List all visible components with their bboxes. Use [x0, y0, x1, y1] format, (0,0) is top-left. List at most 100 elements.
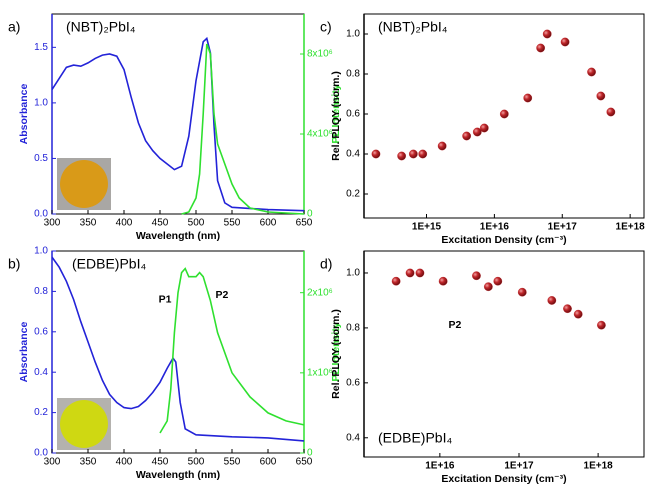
x-tick-label: 400	[116, 218, 133, 229]
x-axis-label: Wavelength (nm)	[136, 230, 220, 242]
data-line	[51, 36, 305, 212]
x-tick-label: 300	[44, 457, 61, 468]
y-tick-label: 0.0	[34, 448, 48, 459]
x-tick-label: 450	[152, 218, 169, 229]
y-tick-label: 0.4	[346, 149, 360, 160]
data-point	[483, 282, 493, 292]
x-tick-label: 600	[260, 457, 277, 468]
x-axis-label: Wavelength (nm)	[136, 469, 220, 481]
data-point	[517, 287, 527, 297]
data-point	[536, 43, 545, 53]
panel-title: (NBT)₂PbI₄	[66, 19, 136, 35]
data-point	[462, 131, 471, 141]
y-tick-label: 0.2	[34, 407, 48, 418]
data-point	[479, 123, 489, 133]
data-line	[51, 256, 305, 442]
data-point	[472, 127, 482, 137]
x-axis-label: Excitation Density (cm⁻³)	[441, 234, 566, 246]
data-point	[418, 149, 428, 159]
data-point	[472, 271, 481, 281]
data-point	[499, 109, 509, 119]
y2-tick-label: 4x10⁶	[307, 129, 333, 140]
data-point	[547, 296, 557, 305]
data-point	[587, 67, 596, 77]
data-point	[563, 304, 572, 314]
y-axis-label: Rel. PLQY (norm.)	[330, 309, 342, 399]
y-axis-label: Absorbance	[18, 322, 30, 383]
x-tick-label: 1E+18	[616, 222, 646, 233]
y-tick-label: 1.0	[346, 29, 360, 40]
x-tick-label: 500	[188, 218, 205, 229]
y-tick-label: 0.2	[346, 189, 360, 200]
x-tick-label: 350	[80, 218, 97, 229]
data-point	[391, 276, 401, 286]
panel-label: c)	[320, 19, 332, 35]
y2-tick-label: 1x10⁶	[307, 367, 333, 378]
data-point	[438, 276, 448, 286]
annotation: P2	[448, 319, 461, 331]
x-tick-label: 1E+16	[425, 461, 455, 472]
data-point	[597, 320, 606, 330]
data-point	[573, 309, 583, 319]
x-tick-label: 400	[116, 457, 133, 468]
x-tick-label: 600	[260, 218, 277, 229]
inset-photo-a	[57, 158, 111, 210]
y-tick-label: 0.8	[346, 323, 360, 334]
y-tick-label: 1.0	[34, 246, 48, 257]
x-tick-label: 350	[80, 457, 97, 468]
y-tick-label: 0.8	[346, 69, 360, 80]
y-tick-label: 1.0	[346, 268, 360, 279]
data-point	[415, 268, 425, 278]
panel-title: (NBT)₂PbI₄	[378, 19, 448, 35]
data-point	[493, 276, 503, 286]
x-tick-label: 1E+18	[584, 461, 614, 472]
data-point	[606, 107, 616, 117]
panel-title: (EDBE)PbI₄	[378, 430, 452, 446]
y-tick-label: 1.5	[34, 42, 48, 53]
data-point	[523, 93, 533, 103]
y-axis-label: Absorbance	[18, 84, 30, 145]
panel-label: a)	[8, 19, 20, 35]
x-tick-label: 1E+17	[548, 222, 578, 233]
data-line	[159, 267, 305, 434]
x-tick-label: 1E+17	[504, 461, 534, 472]
panel-title: (EDBE)PbI₄	[72, 256, 146, 272]
x-tick-label: 550	[224, 218, 241, 229]
y2-tick-label: 0	[307, 209, 313, 220]
x-tick-label: 550	[224, 457, 241, 468]
y-tick-label: 0.4	[346, 432, 360, 443]
x-tick-label: 300	[44, 218, 61, 229]
y-tick-label: 0.0	[34, 209, 48, 220]
data-point	[437, 141, 447, 151]
data-line	[181, 43, 305, 215]
y2-tick-label: 2x10⁶	[307, 287, 333, 298]
x-tick-label: 650	[296, 218, 313, 229]
annotation: P2	[215, 289, 228, 301]
y-tick-label: 0.5	[34, 153, 48, 164]
data-point	[542, 29, 552, 39]
y2-axis-label: PL Intensity	[330, 84, 342, 143]
panel-label: b)	[8, 256, 20, 272]
x-tick-label: 1E+15	[412, 222, 442, 233]
data-point	[405, 268, 415, 278]
y-tick-label: 0.4	[34, 367, 48, 378]
y-tick-label: 1.0	[34, 98, 48, 109]
y-tick-label: 0.6	[346, 109, 360, 120]
y2-axis-label: PL Intensity	[330, 322, 342, 381]
y-tick-label: 0.6	[346, 377, 360, 388]
x-tick-label: 650	[296, 457, 313, 468]
x-tick-label: 450	[152, 457, 169, 468]
x-tick-label: 500	[188, 457, 205, 468]
data-point	[397, 151, 406, 161]
y2-tick-label: 0	[307, 448, 313, 459]
data-point	[408, 149, 418, 159]
data-point	[560, 37, 570, 47]
plot-frame	[363, 250, 645, 458]
x-axis-label: Excitation Density (cm⁻³)	[441, 473, 566, 485]
inset-photo-b	[57, 398, 111, 450]
annotation: P1	[159, 293, 172, 305]
data-point	[371, 149, 381, 159]
y-tick-label: 0.6	[34, 326, 48, 337]
y-axis-label: Rel. PLQY (norm.)	[330, 71, 342, 161]
